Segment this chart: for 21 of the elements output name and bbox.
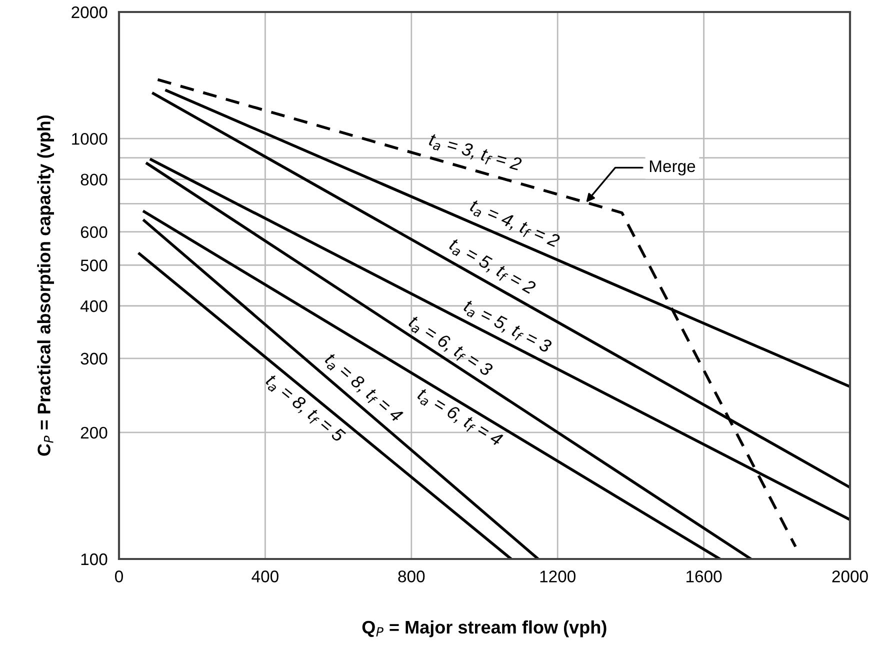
y-tick-label: 300 bbox=[80, 352, 108, 365]
y-tick-label: 600 bbox=[80, 226, 108, 238]
text: t$_{a}$ = 3, t$_{f}$ = 2 bbox=[428, 132, 522, 174]
x-tick-label: 1600 bbox=[686, 570, 722, 582]
y-tick-label: 2000 bbox=[72, 6, 108, 18]
x-tick-label: 2000 bbox=[832, 570, 868, 582]
y-tick-label: 100 bbox=[81, 553, 108, 566]
y-axis-title: C$_{P}$ = Practical absorption capacity (vph) bbox=[37, 115, 54, 456]
annotation: Merge bbox=[650, 160, 696, 176]
y-tick-label: 1000 bbox=[72, 132, 108, 145]
text: t$_{a}$ = 6, t$_{f}$ = 4 bbox=[415, 387, 504, 449]
x-tick-label: 1200 bbox=[540, 570, 576, 582]
x-tick-label: 400 bbox=[252, 570, 278, 582]
text: t$_{a}$ = 5, t$_{f}$ = 3 bbox=[463, 300, 553, 354]
x-axis-title: Q$_{P}$ = Major stream flow (vph) bbox=[362, 620, 606, 638]
x-tick-label: 800 bbox=[398, 570, 425, 582]
x-tick-label: 0 bbox=[115, 570, 123, 582]
y-tick-label: 400 bbox=[80, 300, 108, 312]
y-tick-label: 500 bbox=[80, 260, 108, 272]
y-tick-label: 800 bbox=[80, 174, 108, 186]
y-tick-label: 200 bbox=[80, 426, 108, 439]
